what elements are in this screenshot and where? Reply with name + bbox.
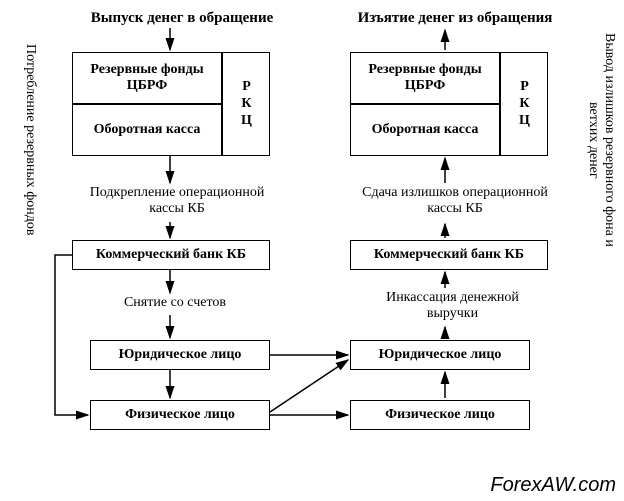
watermark: ForexAW.com [490, 474, 616, 497]
arrows-layer [0, 0, 624, 501]
diagram-canvas: Выпуск денег в обращение Изъятие денег и… [0, 0, 624, 501]
